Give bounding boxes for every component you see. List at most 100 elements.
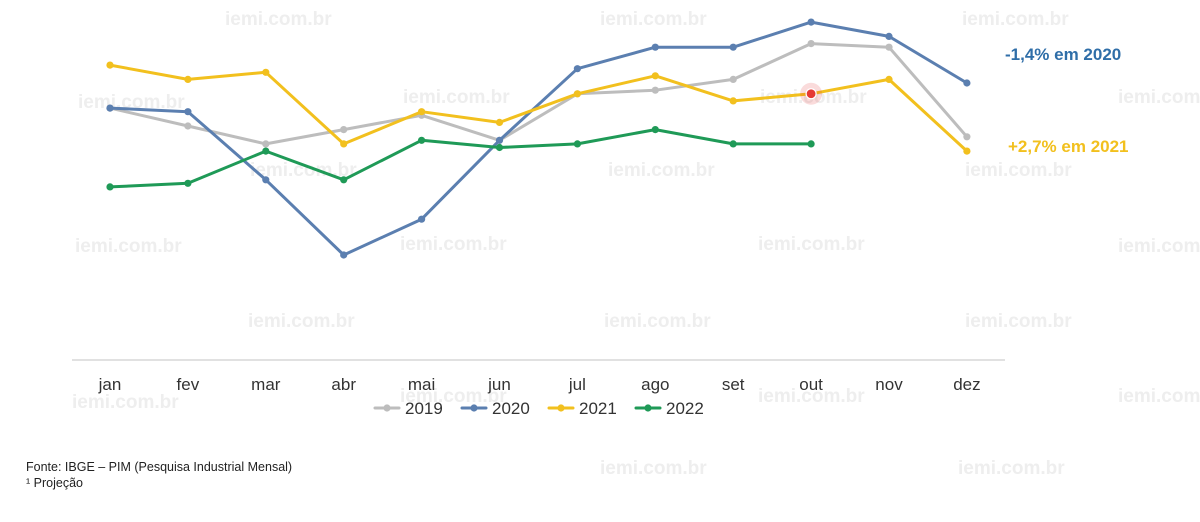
watermark-text: iemi.com.br (225, 9, 332, 30)
watermark-text: iemi.com.br (400, 386, 507, 407)
legend-label-2019: 2019 (405, 399, 443, 418)
data-point-2022-jun (495, 143, 504, 152)
series-2021 (106, 61, 971, 155)
data-point-2020-abr (340, 251, 348, 259)
data-point-2021-abr (340, 140, 348, 148)
series-layer (106, 18, 971, 259)
data-point-2019-abr (340, 126, 348, 134)
data-point-2022-set (729, 140, 737, 148)
watermark-text: iemi.com.br (400, 234, 507, 255)
x-axis-ticks: jan fev mar abr mai jun jul ago set out nov dez (98, 375, 981, 394)
watermark-text: iemi.com.br (600, 9, 707, 30)
watermark-text: iemi.com.br (965, 160, 1072, 181)
watermark-text: iemi.com.br (75, 236, 182, 257)
legend-item-2020: 2020 (460, 399, 530, 418)
data-point-2019-mar (262, 140, 270, 148)
x-tick-label-dez: dez (953, 375, 980, 394)
data-point-2021-set (729, 97, 737, 105)
projection-note: ¹ Projeção (26, 476, 83, 490)
data-point-2021-mar (262, 68, 270, 76)
x-tick-label-set: set (722, 375, 745, 394)
watermark-text: iemi.com.br (1118, 386, 1200, 407)
data-point-2019-ago (651, 86, 659, 94)
data-point-2020-mar (262, 176, 270, 184)
data-point-2021-nov (885, 75, 893, 83)
annotation-1: -1,4% em 2020 (1005, 45, 1121, 64)
legend-label-2022: 2022 (666, 399, 704, 418)
watermark-text: iemi.com.br (965, 311, 1072, 332)
x-tick-label-nov: nov (875, 375, 903, 394)
x-tick-label-fev: fev (177, 375, 200, 394)
data-point-2019-set (729, 75, 737, 83)
data-point-2021-fev (184, 75, 192, 83)
x-tick-label-ago: ago (641, 375, 669, 394)
series-line-2021 (108, 63, 969, 153)
data-point-2020-nov (885, 32, 893, 41)
data-point-2020-jun (495, 136, 504, 144)
series-2022 (106, 126, 815, 191)
series-line-2022 (108, 128, 813, 189)
watermark-text: iemi.com.br (600, 458, 707, 479)
data-point-2022-ago (651, 126, 659, 134)
data-point-2021-jan (106, 61, 114, 69)
watermark-text: iemi.com.br (78, 92, 185, 113)
watermark-text: iemi.com.br (248, 311, 355, 332)
data-point-2021-ago (651, 72, 659, 80)
watermark-text: iemi.com.br (958, 458, 1065, 479)
x-tick-label-abr: abr (331, 375, 356, 394)
data-point-2020-jul (573, 65, 582, 73)
data-point-2022-out (807, 140, 815, 148)
legend-label-2021: 2021 (579, 399, 617, 418)
data-point-2022-mar (262, 147, 270, 155)
data-point-2020-jan (106, 104, 114, 112)
data-point-2020-dez (963, 79, 971, 87)
annotations: -1,4% em 2020 +2,7% em 2021 (1005, 45, 1129, 156)
series-2020 (106, 18, 971, 259)
x-tick-label-mar: mar (251, 375, 281, 394)
series-line-2020 (108, 20, 969, 257)
data-point-2019-fev (184, 122, 192, 130)
source-note: Fonte: IBGE – PIM (Pesquisa Industrial M… (26, 460, 293, 474)
data-point-2020-set (729, 43, 737, 51)
watermark-text: iemi.com.br (962, 9, 1069, 30)
data-point-2021-mai (418, 108, 426, 116)
data-point-2020-fev (184, 108, 192, 116)
data-point-2021-jun (495, 118, 504, 126)
data-point-2022-jul (573, 140, 582, 148)
x-tick-label-out: out (799, 375, 823, 394)
watermark-text: iemi.com.br (758, 234, 865, 255)
legend-marker-2021 (557, 404, 565, 412)
watermark-layer: iemi.com.br iemi.com.br iemi.com.br iemi.co… (72, 9, 1200, 479)
data-point-2020-out (807, 18, 815, 26)
legend: 2019 2020 2021 2022 (373, 399, 704, 418)
legend-item-2021: 2021 (547, 399, 617, 418)
data-point-2019-nov (885, 43, 893, 51)
watermark-text: iemi.com.br (72, 392, 179, 413)
x-tick-label-jan: jan (98, 375, 122, 394)
data-point-2020-ago (651, 43, 659, 51)
watermark-text: iemi.com.br (403, 87, 510, 108)
watermark-text: iemi.com.br (608, 160, 715, 181)
legend-marker-2019 (383, 404, 391, 412)
series-line-2019 (108, 42, 969, 146)
data-point-2019-out (807, 40, 815, 48)
watermark-text: iemi.com.br (1118, 236, 1200, 257)
watermark-text: iemi.com.br (1118, 87, 1200, 108)
footer: Fonte: IBGE – PIM (Pesquisa Industrial M… (26, 459, 292, 491)
legend-marker-2022 (644, 404, 652, 412)
annotation-2: +2,7% em 2021 (1008, 137, 1129, 156)
highlight-marker (805, 88, 817, 100)
data-point-2022-jan (106, 183, 114, 191)
legend-item-2022: 2022 (634, 399, 704, 418)
legend-marker-2020 (470, 404, 478, 412)
data-point-2021-dez (963, 147, 971, 155)
data-point-2019-dez (963, 133, 971, 141)
watermark-text: iemi.com.br (758, 386, 865, 407)
x-tick-label-jun: jun (487, 375, 511, 394)
x-tick-label-mai: mai (408, 375, 435, 394)
watermark-text: iemi.com.br (604, 311, 711, 332)
data-point-2022-fev (184, 179, 192, 187)
data-point-2022-abr (340, 176, 348, 184)
data-point-2020-mai (418, 215, 426, 223)
